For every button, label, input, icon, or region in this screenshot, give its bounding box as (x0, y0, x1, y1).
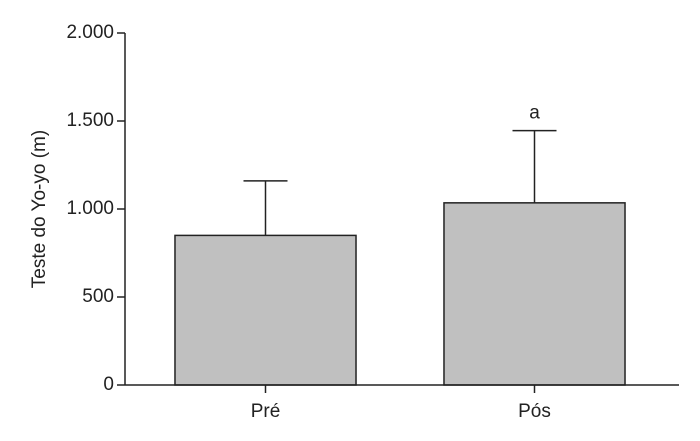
y-tick-label: 2.000 (66, 22, 114, 43)
x-tick-label: Pré (251, 401, 281, 422)
bar (174, 234, 357, 386)
y-axis-label: Teste do Yo-yo (m) (29, 130, 50, 288)
y-tick-label: 1.000 (66, 198, 114, 219)
y-tick-label: 1.500 (66, 110, 114, 131)
bar (443, 202, 626, 386)
x-tick-label: Pós (518, 401, 551, 422)
y-tick-label: 0 (103, 374, 114, 395)
y-tick-label: 500 (82, 286, 114, 307)
annotation: a (529, 103, 540, 124)
